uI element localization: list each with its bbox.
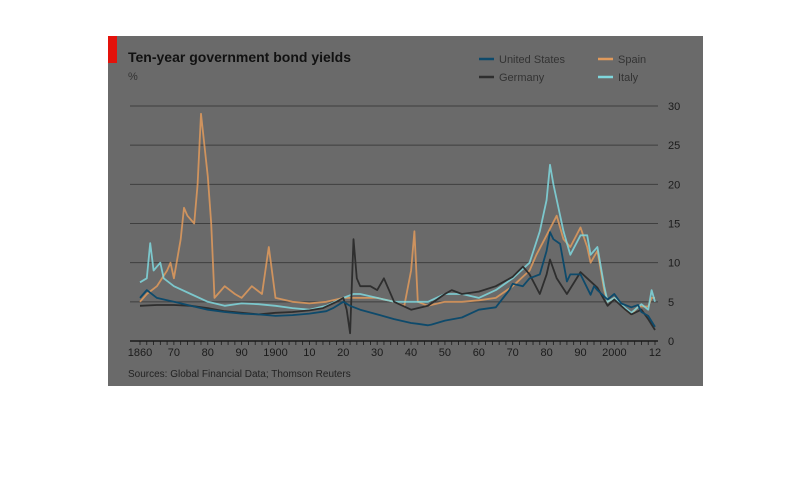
legend-label-germany: Germany: [499, 72, 545, 84]
x-tick-label: 80: [202, 347, 214, 359]
x-tick-label: 1860: [128, 347, 152, 359]
y-tick-label: 15: [668, 219, 680, 231]
legend-label-united-states: United States: [499, 54, 566, 66]
series-line-united-states: [139, 231, 656, 328]
y-tick-label: 10: [668, 258, 680, 270]
legend: United States Germany Spain Italy: [479, 54, 646, 84]
x-tick-label: 12: [649, 347, 661, 359]
x-tick-label: 10: [303, 347, 315, 359]
x-tick-label: 2000: [602, 347, 626, 359]
y-tick-label: 20: [668, 179, 680, 191]
x-tick-label: 70: [168, 347, 180, 359]
chart-title: Ten-year government bond yields: [128, 49, 351, 65]
legend-label-spain: Spain: [618, 54, 646, 66]
y-tick-label: 5: [668, 297, 674, 309]
series-line-italy: [139, 163, 656, 314]
x-tick-label: 90: [574, 347, 586, 359]
x-tick-label: 40: [405, 347, 417, 359]
y-tick-label: 30: [668, 101, 680, 113]
source-note: Sources: Global Financial Data; Thomson …: [128, 369, 351, 380]
x-tick-label: 80: [540, 347, 552, 359]
x-tick-label: 70: [507, 347, 519, 359]
x-tick-label: 30: [371, 347, 383, 359]
x-axis-ticks: 1860 70 80 90 1900 10 20 30 40 50 60 70 80 90 2000 12: [128, 341, 661, 359]
chart-background: [108, 36, 703, 386]
gridlines: [130, 105, 658, 303]
x-tick-label: 20: [337, 347, 349, 359]
y-tick-label: 25: [668, 140, 680, 152]
x-tick-label: 50: [439, 347, 451, 359]
chart-unit: %: [128, 71, 138, 83]
legend-label-italy: Italy: [618, 72, 639, 84]
x-tick-label: 60: [473, 347, 485, 359]
y-axis-ticks: 0 5 10 15 20 25 30: [668, 101, 680, 348]
y-tick-label: 0: [668, 336, 674, 348]
x-tick-label: 1900: [263, 347, 287, 359]
series-lines: [139, 112, 656, 335]
x-tick-label: 90: [236, 347, 248, 359]
series-line-germany: [139, 238, 656, 335]
brand-bar: [108, 36, 117, 63]
